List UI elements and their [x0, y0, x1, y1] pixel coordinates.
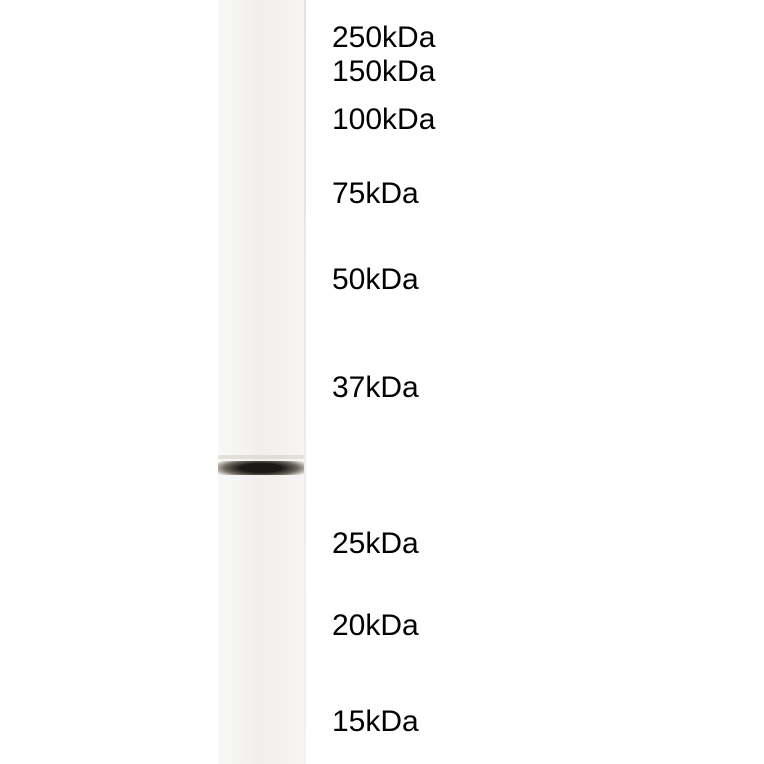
mw-label-150: 150kDa — [332, 55, 435, 89]
mw-label-20: 20kDa — [332, 609, 419, 643]
band-halo — [218, 455, 304, 459]
mw-label-50: 50kDa — [332, 263, 419, 297]
lane-right-separator — [304, 0, 306, 764]
mw-label-37: 37kDa — [332, 371, 419, 405]
mw-label-25: 25kDa — [332, 527, 419, 561]
blot-canvas: 250kDa 150kDa 100kDa 75kDa 50kDa 37kDa 2… — [0, 0, 764, 764]
blot-lane — [218, 0, 304, 764]
band-main — [218, 461, 304, 475]
mw-label-250: 250kDa — [332, 21, 435, 55]
mw-label-100: 100kDa — [332, 103, 435, 137]
mw-label-15: 15kDa — [332, 705, 419, 739]
mw-label-75: 75kDa — [332, 177, 419, 211]
